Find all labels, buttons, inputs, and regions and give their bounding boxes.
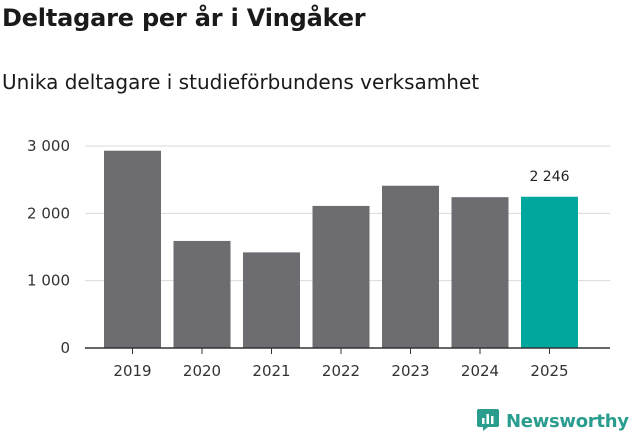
x-tick-label: 2021: [252, 362, 290, 380]
y-tick-label: 1 000: [27, 272, 70, 290]
chart-subtitle: Unika deltagare i studieförbundens verks…: [2, 70, 480, 94]
brand-name: Newsworthy: [506, 410, 629, 432]
x-tick-label: 2024: [461, 362, 499, 380]
bar-2024: [451, 197, 509, 348]
y-tick-label: 3 000: [27, 137, 70, 155]
bar-2025: [521, 196, 578, 348]
x-tick-label: 2025: [530, 362, 568, 380]
newsworthy-logo-icon: [476, 407, 500, 435]
bar-2023: [382, 185, 439, 348]
x-axis-ticks: 2019 2020 2021 2022 2023 2024 2025: [113, 348, 569, 380]
bar-chart: 0 1 000 2 000 3 000 2019 2020 2021 2022 2023 202…: [27, 137, 610, 380]
chart-title: Deltagare per år i Vingåker: [2, 4, 366, 32]
x-tick-label: 2022: [322, 362, 360, 380]
x-tick-label: 2023: [391, 362, 429, 380]
bar-2022: [312, 205, 370, 348]
bars: [104, 150, 578, 348]
y-axis-ticks: 0 1 000 2 000 3 000: [27, 137, 70, 357]
data-labels: 2 246: [529, 169, 569, 185]
bar-2019: [104, 150, 161, 348]
data-label: 2 246: [529, 169, 569, 185]
y-tick-label: 0: [60, 339, 70, 357]
y-tick-label: 2 000: [27, 204, 70, 222]
bar-2020: [173, 240, 231, 348]
bar-2021: [243, 252, 300, 348]
x-tick-label: 2020: [183, 362, 221, 380]
x-tick-label: 2019: [113, 362, 151, 380]
newsworthy-brand: Newsworthy: [476, 407, 629, 435]
